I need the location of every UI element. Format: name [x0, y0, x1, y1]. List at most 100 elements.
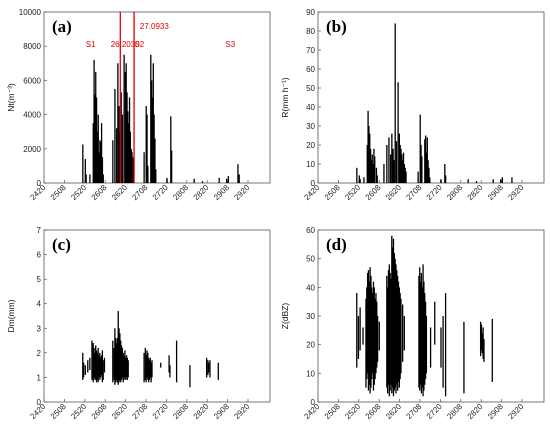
bar — [115, 128, 118, 183]
bar — [128, 123, 130, 183]
bar — [425, 152, 428, 183]
x-tick-label: 2820 — [192, 402, 211, 421]
panel-label: (a) — [52, 17, 72, 36]
y-axis-label: Z(dBZ) — [280, 303, 290, 330]
panel-label: (c) — [52, 235, 71, 254]
bar — [121, 114, 124, 183]
bar — [146, 114, 148, 183]
bar — [373, 148, 375, 183]
bar — [369, 133, 371, 183]
x-tick-label: 2608 — [90, 402, 109, 421]
bar — [444, 175, 447, 183]
x-tick-label: 2520 — [343, 402, 362, 421]
bar — [125, 63, 127, 183]
bar — [402, 160, 404, 183]
x-tick-label: 2420 — [28, 183, 47, 202]
bar — [369, 148, 372, 183]
x-tick-label: 2508 — [323, 183, 342, 202]
bar — [100, 123, 103, 183]
chart-panel-4: 0 10 20 30 40 50 60 2420 2508 2520 2608 2620 2708 272… — [280, 226, 545, 421]
bar — [166, 177, 168, 183]
y-tick-label: 0 — [37, 179, 42, 188]
x-tick-label: 2508 — [49, 402, 68, 421]
bar — [402, 152, 405, 183]
bar — [150, 54, 152, 183]
bar — [358, 175, 360, 183]
x-tick-label: 2808 — [171, 402, 190, 421]
bar — [218, 177, 220, 183]
x-tick-label: 2608 — [364, 402, 383, 421]
x-tick-label: 2420 — [302, 402, 321, 421]
panel-label: (d) — [326, 235, 347, 254]
bar — [424, 139, 426, 183]
bar — [356, 167, 358, 183]
bar — [98, 152, 100, 183]
y-tick-label: 80 — [306, 27, 315, 36]
x-tick-label: 2720 — [425, 183, 444, 202]
bar — [89, 174, 91, 183]
x-tick-label: 2920 — [506, 402, 525, 421]
bar — [368, 126, 370, 183]
bar — [417, 171, 419, 183]
y-axis-label: Dm(mm) — [6, 299, 16, 332]
bar — [375, 167, 378, 183]
bar — [128, 97, 131, 183]
y-axis-label: Nt(m⁻³) — [6, 83, 16, 112]
bar — [403, 164, 406, 183]
bar — [201, 181, 204, 183]
bar — [143, 152, 145, 183]
bar — [147, 165, 149, 183]
y-tick-label: 7 — [37, 226, 42, 235]
bar — [363, 177, 365, 183]
bar — [359, 179, 361, 183]
x-tick-label: 2720 — [425, 402, 444, 421]
bar — [419, 114, 421, 183]
bar — [421, 156, 423, 183]
x-tick-label: 2620 — [110, 402, 129, 421]
annotation-label: S1 — [86, 40, 96, 49]
bar — [82, 144, 84, 183]
bar — [492, 179, 494, 183]
bar — [126, 92, 128, 183]
bar — [393, 160, 395, 183]
bar — [95, 97, 98, 183]
bar — [96, 131, 99, 183]
chart-panel-3: 0 1 2 3 4 5 6 7 2420 2508 2520 2608 2620 2708 2720 2808… — [6, 226, 271, 421]
x-tick-label: 2608 — [364, 183, 383, 202]
bar — [394, 23, 396, 184]
y-tick-label: 0 — [311, 179, 316, 188]
bar — [399, 145, 401, 183]
bar — [93, 59, 95, 183]
bar — [124, 71, 127, 183]
annotation-label: S3 — [225, 40, 235, 49]
x-tick-label: 2808 — [445, 402, 464, 421]
bar — [127, 111, 129, 183]
y-tick-label: 3 — [37, 324, 42, 333]
y-tick-label: 2000 — [23, 145, 41, 154]
y-tick-label: 60 — [306, 226, 315, 235]
panel-label: (b) — [326, 17, 347, 36]
bar — [397, 82, 399, 183]
bar — [398, 133, 401, 183]
bar — [405, 171, 407, 183]
x-tick-label: 2520 — [69, 183, 88, 202]
bar — [193, 178, 195, 183]
bar — [386, 145, 388, 183]
x-tick-label: 2708 — [404, 402, 423, 421]
plot-area — [43, 229, 271, 403]
x-tick-label: 2820 — [466, 183, 485, 202]
x-tick-label: 2620 — [110, 183, 129, 202]
bar — [95, 71, 97, 183]
x-tick-label: 2908 — [486, 402, 505, 421]
x-tick-label: 2508 — [49, 183, 68, 202]
bar — [429, 177, 431, 183]
bar — [428, 167, 430, 183]
bar — [237, 164, 239, 183]
bar — [227, 176, 230, 183]
bar — [101, 157, 104, 183]
x-tick-label: 2720 — [151, 402, 170, 421]
y-tick-label: 4000 — [23, 111, 41, 120]
y-tick-label: 10000 — [19, 8, 42, 17]
y-tick-label: 70 — [306, 46, 315, 55]
